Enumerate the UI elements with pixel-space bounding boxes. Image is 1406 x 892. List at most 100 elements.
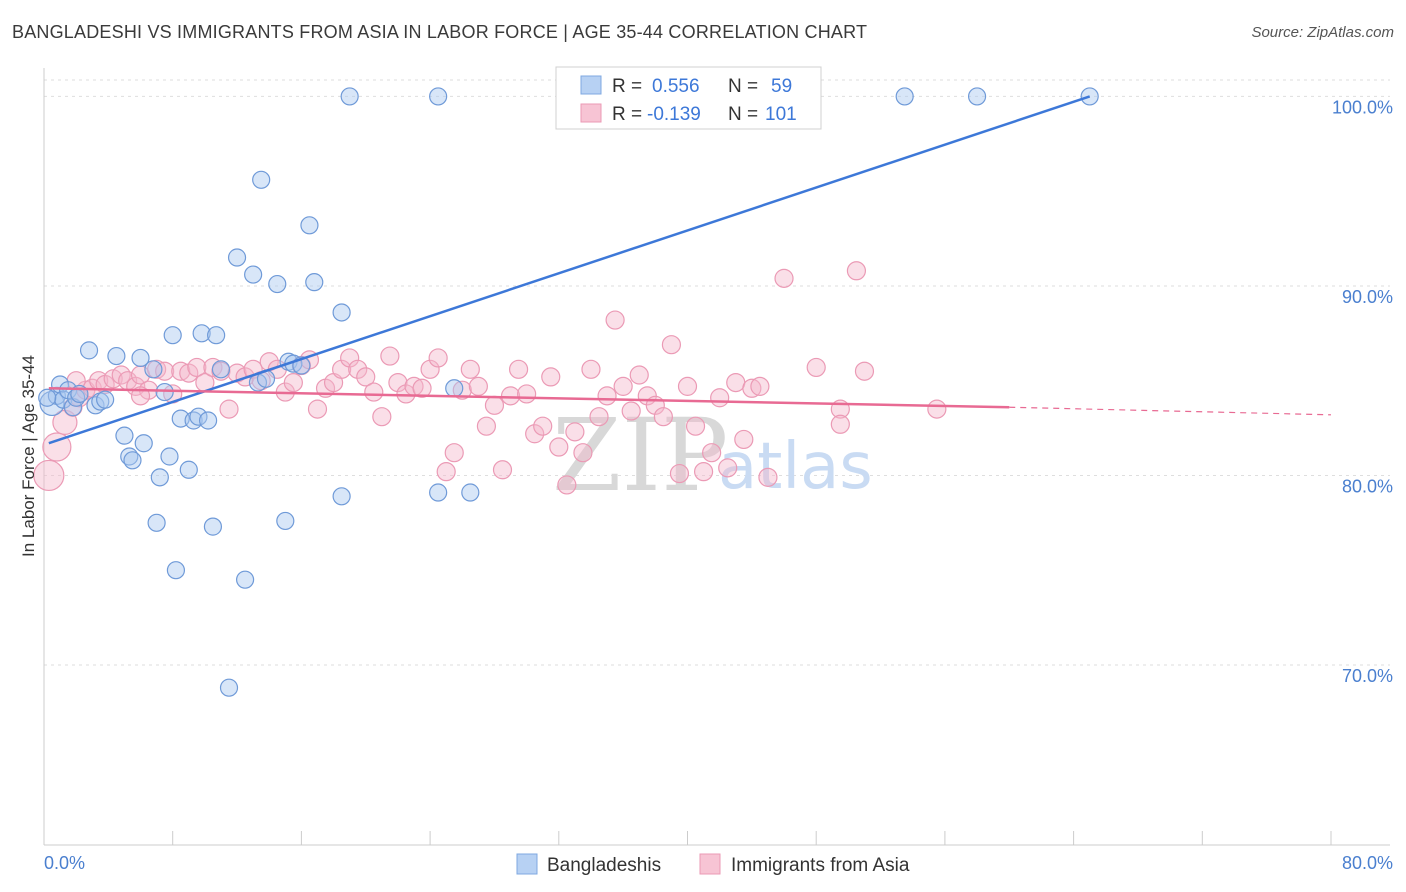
point-bangladeshi [179, 460, 198, 479]
point-bangladeshi [155, 382, 174, 402]
point-immigrants-from-asia [597, 386, 617, 406]
point-bangladeshi [134, 434, 153, 453]
legend-swatch-pink [580, 103, 602, 123]
immigrants-from-asia-points [33, 261, 947, 495]
x-tick-max: 80.0% [1342, 853, 1393, 873]
point-immigrants-from-asia [508, 359, 529, 379]
point-bangladeshi [192, 324, 211, 343]
point-immigrants-from-asia [806, 357, 826, 378]
chart-title: BANGLADESHI VS IMMIGRANTS FROM ASIA IN L… [12, 22, 868, 42]
point-immigrants-from-asia [33, 459, 65, 492]
point-immigrants-from-asia [565, 422, 585, 442]
point-immigrants-from-asia [541, 367, 561, 387]
point-bangladeshi [219, 678, 239, 697]
watermark: ZIP atlas [552, 397, 873, 514]
point-immigrants-from-asia [476, 416, 497, 436]
y-tick-label-70: 70.0% [1342, 666, 1393, 686]
point-bangladeshi [96, 390, 115, 409]
point-immigrants-from-asia [734, 429, 754, 450]
point-immigrants-from-asia [428, 348, 448, 368]
point-immigrants-from-asia [307, 399, 328, 419]
legend-n-value-2: 101 [765, 104, 797, 125]
point-immigrants-from-asia [774, 268, 794, 288]
point-immigrants-from-asia [171, 361, 191, 381]
axes [43, 68, 1390, 846]
point-immigrants-from-asia [517, 384, 537, 404]
point-immigrants-from-asia [621, 401, 641, 421]
point-immigrants-from-asia [436, 462, 456, 482]
point-bangladeshi [340, 87, 359, 106]
point-bangladeshi [211, 360, 231, 379]
stats-legend: R = 0.556 N = 59 R = -0.139 N = 101 [555, 66, 822, 130]
point-immigrants-from-asia [669, 463, 690, 484]
bottom-legend-swatch-pink [699, 853, 721, 875]
legend-n-value-1: 59 [771, 76, 792, 97]
x-tick-min: 0.0% [44, 853, 85, 873]
point-immigrants-from-asia [589, 407, 609, 427]
point-immigrants-from-asia [219, 399, 239, 419]
point-immigrants-from-asia [364, 382, 384, 402]
point-immigrants-from-asia [750, 376, 770, 396]
legend-r-value-1: 0.556 [652, 76, 700, 97]
point-immigrants-from-asia [718, 458, 738, 478]
point-bangladeshi [227, 248, 247, 267]
point-immigrants-from-asia [605, 310, 625, 330]
point-immigrants-from-asia [388, 372, 408, 393]
point-bangladeshi [332, 303, 351, 322]
point-immigrants-from-asia [830, 414, 850, 434]
watermark-zip: ZIP [552, 397, 728, 514]
point-immigrants-from-asia [549, 437, 569, 457]
point-bangladeshi [300, 216, 319, 235]
point-immigrants-from-asia [533, 416, 553, 436]
point-bangladeshi [895, 87, 914, 106]
trend-line-immigrants [48, 387, 1010, 409]
trend-line-immigrants-extrapolated [1009, 406, 1332, 416]
point-immigrants-from-asia [846, 261, 867, 281]
point-immigrants-from-asia [332, 359, 352, 379]
point-bangladeshi [79, 341, 99, 360]
trend-line-bangladeshi [48, 95, 1091, 445]
point-immigrants-from-asia [444, 443, 464, 463]
point-immigrants-from-asia [187, 357, 207, 378]
point-bangladeshi [123, 451, 142, 470]
point-immigrants-from-asia [758, 467, 778, 487]
point-immigrants-from-asia [613, 376, 633, 396]
point-immigrants-from-asia [380, 346, 400, 366]
point-bangladeshi [144, 360, 163, 379]
point-bangladeshi [166, 561, 186, 580]
point-immigrants-from-asia [581, 359, 601, 379]
point-immigrants-from-asia [629, 365, 649, 385]
legend-swatch-blue [580, 75, 602, 95]
bottom-legend-label-immigrants: Immigrants from Asia [731, 855, 910, 876]
point-immigrants-from-asia [372, 407, 392, 427]
point-immigrants-from-asia [211, 361, 231, 381]
point-immigrants-from-asia [348, 359, 368, 379]
point-bangladeshi [429, 483, 448, 502]
legend-r-label-1: R = [612, 76, 642, 97]
point-bangladeshi [461, 483, 480, 502]
point-bangladeshi [203, 517, 223, 536]
legend-r-label-2: R = [612, 104, 642, 125]
point-bangladeshi [160, 447, 179, 466]
point-immigrants-from-asia [653, 407, 673, 427]
point-immigrants-from-asia [340, 348, 360, 368]
point-bangladeshi [967, 87, 987, 106]
chart-source: Source: ZipAtlas.com [1251, 24, 1394, 41]
point-immigrants-from-asia [726, 372, 746, 393]
point-immigrants-from-asia [710, 388, 730, 408]
point-immigrants-from-asia [283, 372, 303, 393]
point-bangladeshi [252, 170, 271, 189]
point-immigrants-from-asia [557, 475, 577, 495]
y-tick-labels: 70.0% 80.0% 90.0% 100.0% [1332, 97, 1393, 686]
point-immigrants-from-asia [460, 359, 480, 379]
bottom-legend-label-bangladeshis: Bangladeshis [547, 855, 661, 876]
legend-n-label-2: N = [728, 104, 758, 125]
point-immigrants-from-asia [927, 399, 947, 419]
point-bangladeshi [305, 273, 324, 292]
point-immigrants-from-asia [42, 432, 72, 462]
point-immigrants-from-asia [661, 335, 682, 355]
point-immigrants-from-asia [693, 462, 714, 482]
point-bangladeshi [147, 513, 166, 532]
point-immigrants-from-asia [468, 376, 488, 396]
